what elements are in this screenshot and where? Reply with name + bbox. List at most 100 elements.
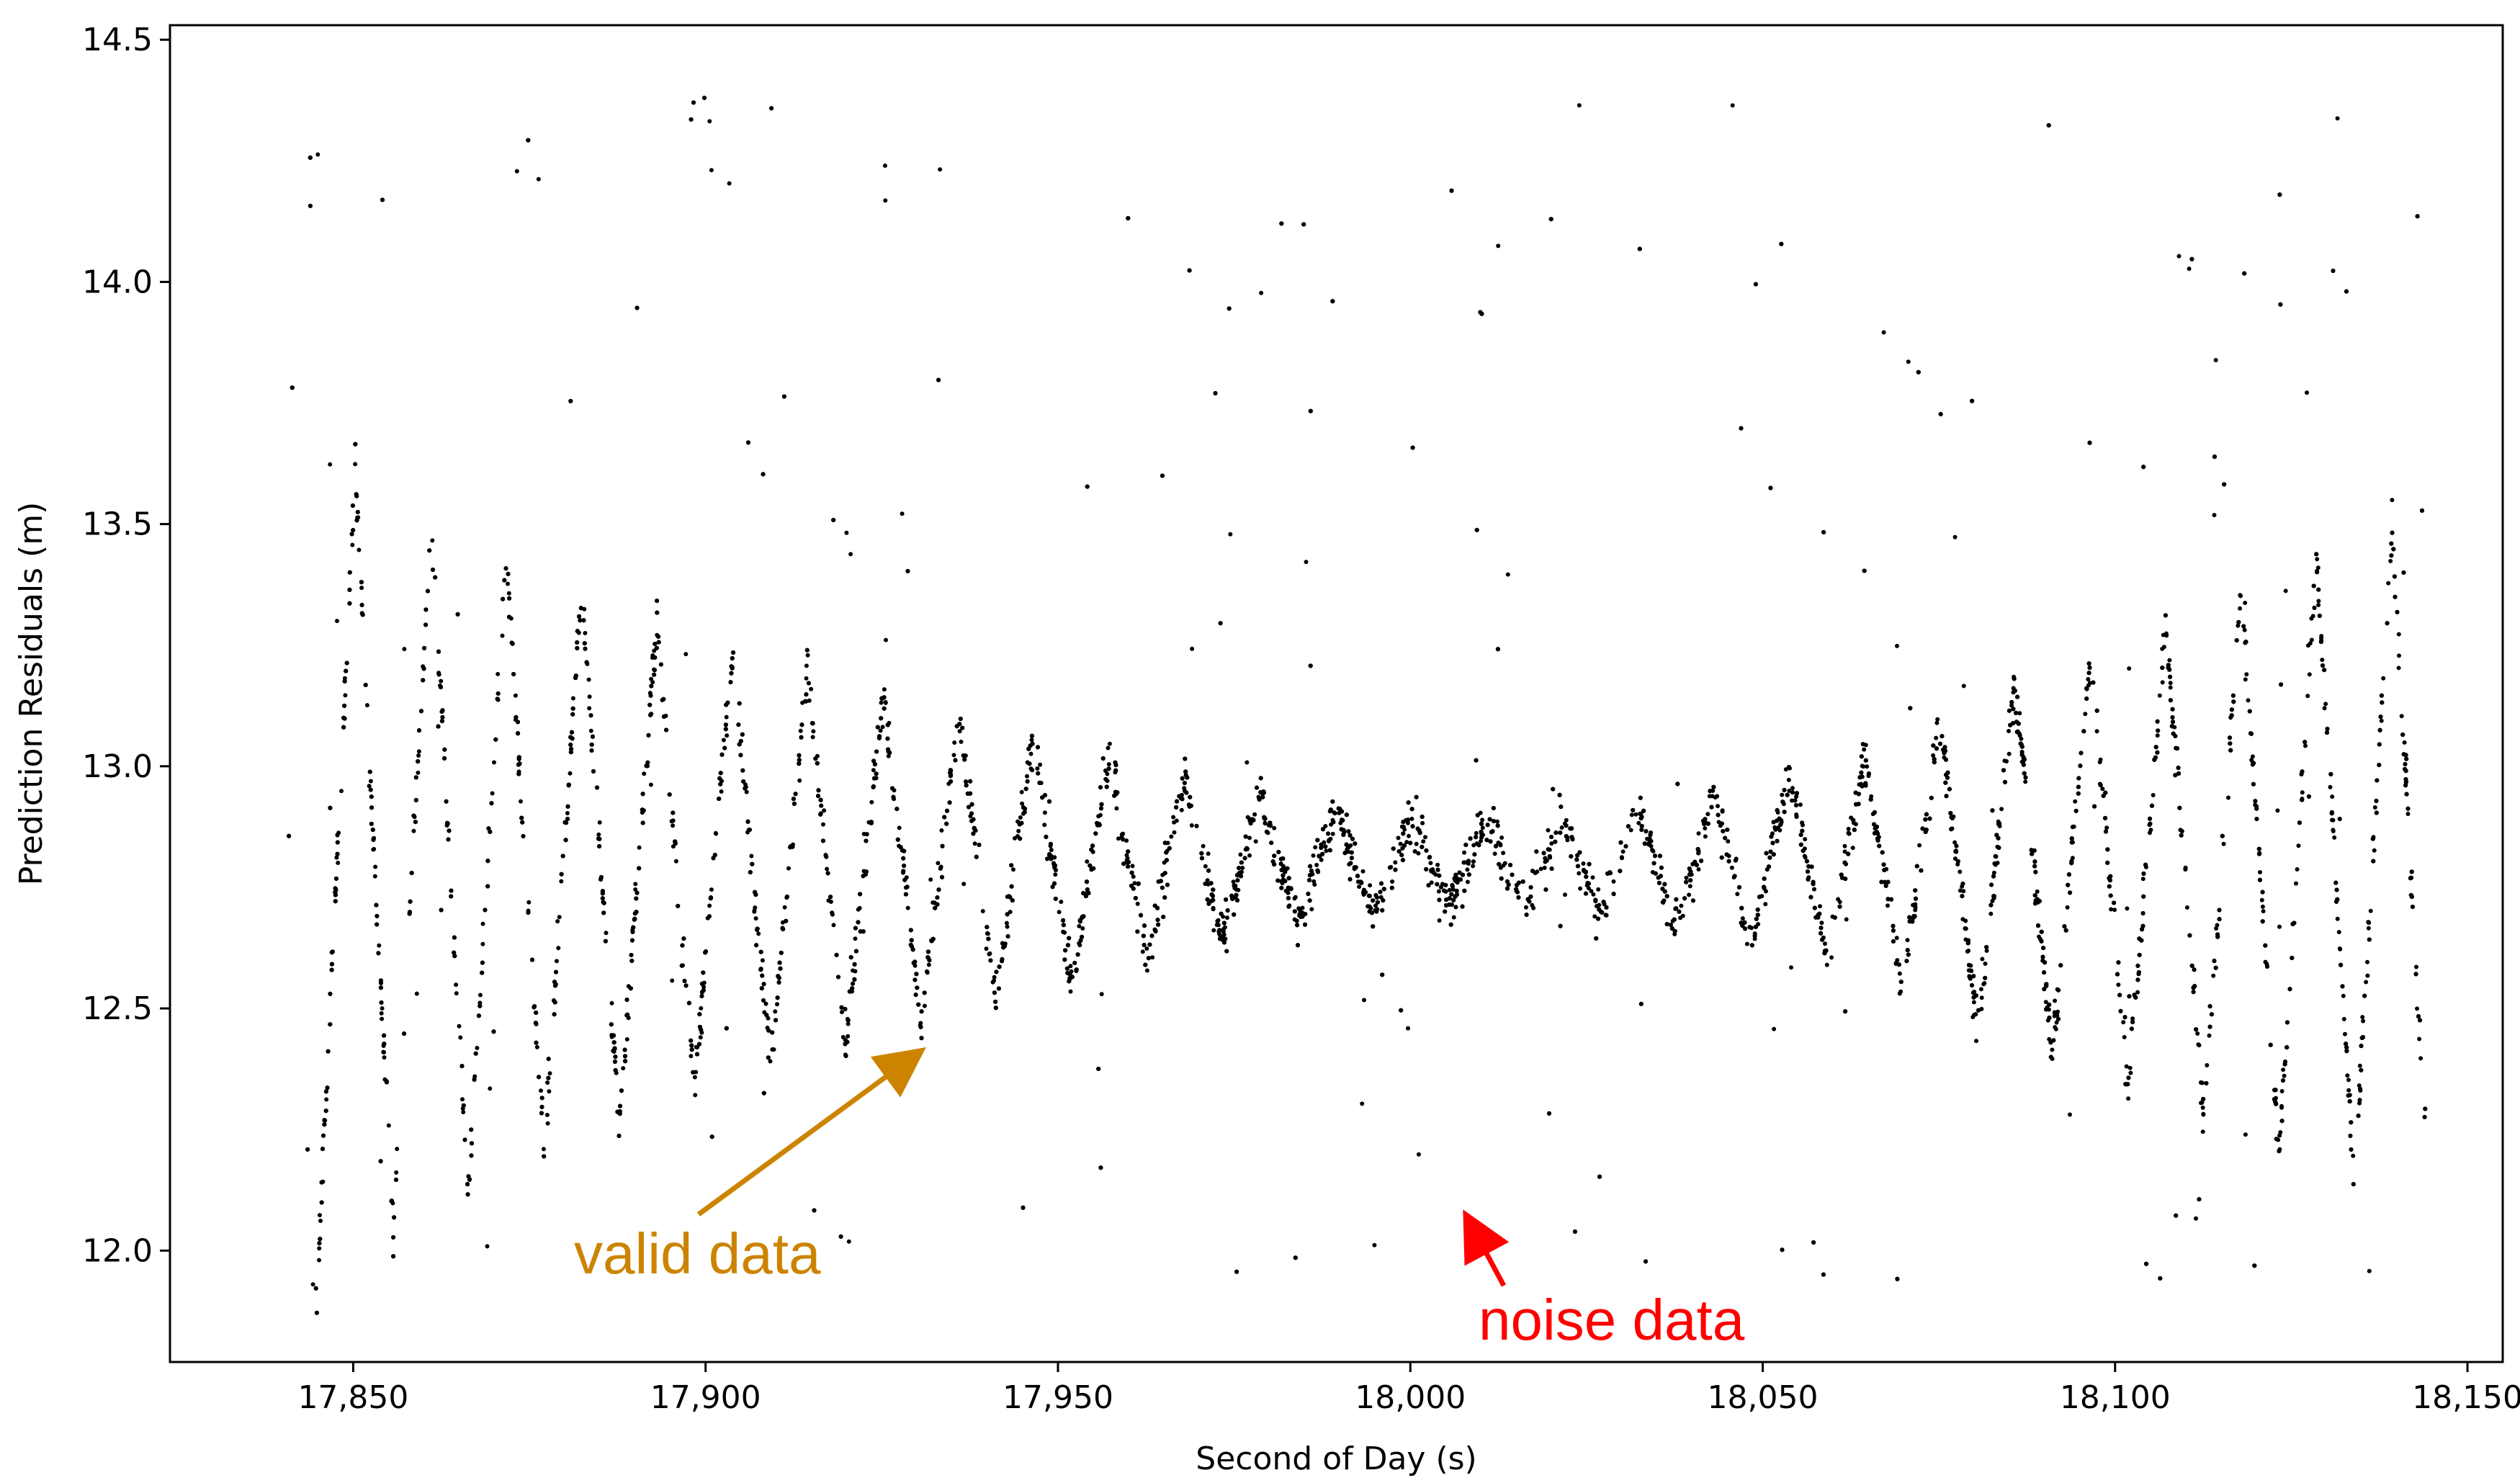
data-point (2414, 964, 2418, 969)
data-point (897, 825, 902, 830)
data-point (905, 905, 910, 910)
data-point (2357, 1083, 2362, 1088)
data-point (2309, 637, 2314, 642)
data-point (1038, 762, 1043, 767)
data-point (1538, 866, 1543, 872)
data-point (328, 462, 333, 467)
data-point (1596, 887, 1601, 892)
data-point (1429, 880, 1434, 885)
data-point (822, 808, 827, 813)
data-point (1894, 936, 1899, 941)
data-point (1019, 789, 1024, 794)
data-point (1531, 905, 1536, 910)
data-point (353, 462, 358, 467)
data-point (1824, 962, 1829, 967)
data-point (382, 1055, 387, 1060)
data-point (1563, 892, 1567, 897)
data-point (1247, 835, 1252, 841)
data-point (2053, 998, 2058, 1003)
data-point (373, 864, 378, 869)
data-point (513, 693, 518, 698)
data-point (805, 653, 810, 658)
data-point (1215, 919, 1220, 923)
data-point (2308, 641, 2313, 646)
data-point (335, 619, 339, 624)
data-point (987, 951, 992, 956)
data-point (648, 782, 653, 787)
data-point (744, 789, 749, 794)
data-point (1842, 843, 1847, 848)
data-point (1803, 855, 1808, 860)
data-point (1135, 901, 1140, 906)
data-point (1861, 764, 1866, 769)
data-point (372, 874, 377, 879)
data-point (2073, 799, 2078, 804)
data-point (488, 1086, 493, 1091)
data-point (2418, 1056, 2423, 1061)
data-point (1049, 848, 1054, 853)
data-point (1982, 981, 1987, 986)
data-point (1311, 879, 1317, 884)
data-point (1451, 915, 1456, 920)
data-point (1589, 889, 1594, 894)
data-point (315, 152, 320, 157)
data-point (1324, 848, 1329, 853)
data-point (2160, 680, 2165, 685)
data-point (547, 1089, 552, 1094)
data-point (336, 861, 341, 865)
data-point (1651, 848, 1656, 853)
data-point (2332, 835, 2337, 840)
data-point (1961, 684, 1966, 689)
data-point (1881, 330, 1886, 335)
data-point (1300, 905, 1305, 910)
data-point (485, 1244, 490, 1249)
data-point (556, 946, 561, 951)
data-point (1471, 843, 1476, 848)
data-point (882, 687, 887, 692)
data-point (2281, 1067, 2286, 1072)
data-point (2009, 703, 2014, 708)
data-point (804, 663, 809, 668)
data-point (883, 700, 888, 705)
data-point (2315, 557, 2320, 562)
data-point (1465, 867, 1470, 872)
data-point (719, 789, 724, 794)
data-point (2176, 254, 2182, 259)
data-point (506, 591, 511, 596)
data-point (1020, 801, 1025, 806)
data-point (1480, 817, 1485, 823)
data-point (317, 1246, 322, 1251)
data-point (2140, 877, 2145, 882)
data-point (1253, 839, 1258, 844)
data-point (844, 530, 849, 535)
data-point (990, 980, 995, 985)
data-point (2405, 812, 2411, 816)
data-point (1966, 949, 1971, 953)
data-point (961, 882, 967, 887)
data-point (2187, 266, 2192, 272)
data-point (900, 511, 905, 516)
data-point (2124, 1064, 2129, 1069)
data-point (2083, 712, 2088, 717)
data-point (1406, 1026, 1410, 1031)
data-point (2109, 907, 2114, 912)
data-point (2053, 1025, 2058, 1030)
data-point (454, 991, 459, 996)
data-point (1818, 904, 1822, 909)
data-point (1798, 802, 1803, 807)
data-point (380, 1016, 385, 1021)
data-point (2116, 982, 2121, 987)
data-point (2125, 906, 2130, 911)
data-point (1696, 831, 1701, 836)
data-point (1360, 869, 1366, 874)
data-point (1437, 918, 1442, 923)
data-point (1783, 767, 1788, 772)
data-point (583, 631, 588, 635)
data-point (480, 941, 485, 946)
data-point (1629, 812, 1634, 817)
data-point (1409, 816, 1414, 821)
data-point (811, 729, 816, 734)
data-point (1974, 1039, 1978, 1044)
data-point (1934, 720, 1940, 725)
data-point (1130, 864, 1135, 869)
